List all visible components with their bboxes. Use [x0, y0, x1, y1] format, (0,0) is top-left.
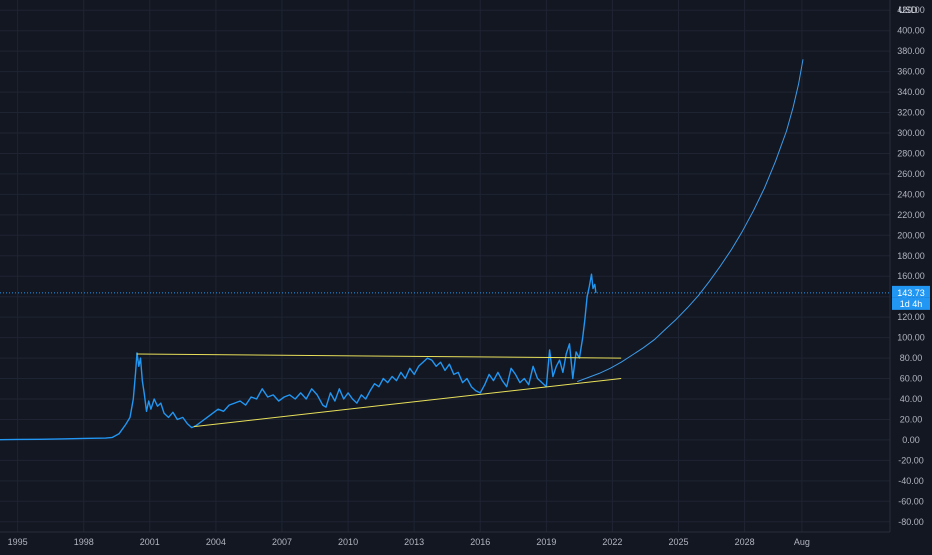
x-tick-label: 2001 [140, 537, 160, 547]
price-axis-panel[interactable] [890, 0, 932, 532]
y-tick-label: 340.00 [897, 87, 925, 97]
y-tick-label: 420.00 [897, 5, 925, 15]
x-tick-label: 1998 [74, 537, 94, 547]
x-tick-label: 2010 [338, 537, 358, 547]
time-axis: 1995 1998 2001 2004 2007 2010 2013 2016 2019 2022… [8, 537, 810, 547]
y-tick-label: 160.00 [897, 271, 925, 281]
y-tick-label: 400.00 [897, 26, 925, 36]
series-line-3 [193, 378, 622, 428]
x-tick-label: 1995 [8, 537, 28, 547]
y-tick-label: 300.00 [897, 128, 925, 138]
grid [0, 0, 890, 532]
y-tick-label: 240.00 [897, 189, 925, 199]
y-tick-label: 0.00 [902, 435, 920, 445]
y-tick-label: 20.00 [900, 414, 923, 424]
y-tick-label: 40.00 [900, 394, 923, 404]
x-tick-label: 2004 [206, 537, 226, 547]
y-tick-label: -60.00 [898, 496, 924, 506]
y-tick-label: 360.00 [897, 67, 925, 77]
bar-countdown: 1d 4h [900, 299, 923, 309]
x-tick-label: 2016 [470, 537, 490, 547]
x-tick-label: 2013 [404, 537, 424, 547]
x-tick-label: 2022 [602, 537, 622, 547]
y-tick-label: 80.00 [900, 353, 923, 363]
currency-label: USD [898, 5, 918, 15]
series-layer [0, 59, 804, 441]
y-tick-label: 120.00 [897, 312, 925, 322]
series-line-2 [136, 353, 622, 359]
y-tick-label: 180.00 [897, 251, 925, 261]
price-axis: -80.00 -60.00 -40.00 -20.00 0.00 20.00 40.00 60… [897, 5, 925, 527]
x-tick-label: 2025 [668, 537, 688, 547]
y-tick-label: 220.00 [897, 210, 925, 220]
time-axis-panel[interactable] [0, 532, 932, 550]
y-tick-label: 280.00 [897, 148, 925, 158]
x-tick-label: Aug [794, 537, 810, 547]
series-line-0 [0, 273, 597, 441]
y-tick-label: -80.00 [898, 517, 924, 527]
series-line-1 [577, 59, 804, 383]
y-tick-label: 320.00 [897, 108, 925, 118]
y-tick-label: 380.00 [897, 46, 925, 56]
y-tick-label: 100.00 [897, 333, 925, 343]
y-tick-label: -20.00 [898, 455, 924, 465]
y-tick-label: 60.00 [900, 374, 923, 384]
x-tick-label: 2028 [735, 537, 755, 547]
x-tick-label: 2019 [536, 537, 556, 547]
y-tick-label: -40.00 [898, 476, 924, 486]
y-tick-label: 200.00 [897, 230, 925, 240]
x-tick-label: 2007 [272, 537, 292, 547]
current-price-value: 143.73 [897, 288, 925, 298]
y-tick-label: 260.00 [897, 169, 925, 179]
current-price-badge: 143.73 1d 4h [892, 285, 930, 310]
